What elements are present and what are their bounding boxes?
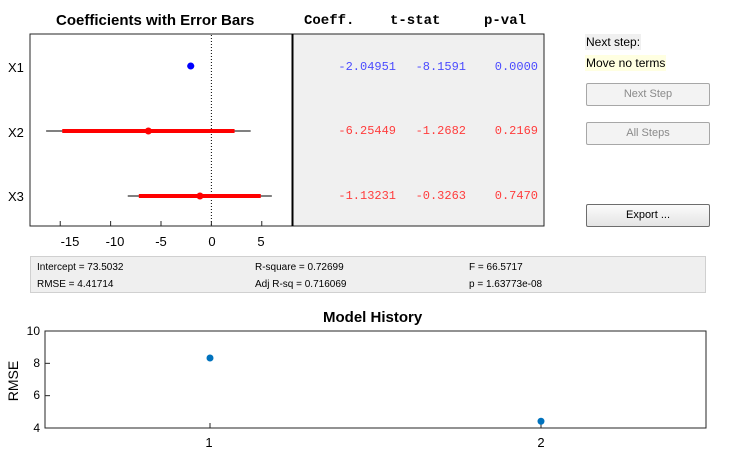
coef-chart <box>29 33 545 227</box>
history-ytick-label: 8 <box>33 356 40 370</box>
history-plot-area <box>44 330 707 429</box>
history-ytick-label: 10 <box>26 324 40 338</box>
rmse-stat: RMSE = 4.41714 <box>37 279 114 290</box>
header-tstat: t-stat <box>390 13 441 29</box>
pval-cell-x1: 0.0000 <box>494 60 538 74</box>
history-point <box>537 417 545 425</box>
tstat-cell-x3: -0.3263 <box>415 189 466 203</box>
p-stat: p = 1.63773e-08 <box>469 279 543 290</box>
coef-table-area <box>292 33 545 227</box>
xtick-label: 0 <box>208 234 216 249</box>
history-ylabel: RMSE <box>5 360 22 402</box>
next-step-label: Next step: <box>585 34 642 50</box>
history-xtick-label: 2 <box>537 435 545 450</box>
rsquare-stat: R-square = 0.72699 <box>255 262 344 273</box>
all-steps-button[interactable]: All Steps <box>586 122 710 145</box>
row-label-x1: X1 <box>8 60 24 75</box>
coef-point-x3 <box>196 192 204 200</box>
history-chart-title: Model History <box>323 309 423 326</box>
adj-rsq-stat: Adj R-sq = 0.716069 <box>255 279 347 290</box>
tstat-cell-x2: -1.2682 <box>415 124 466 138</box>
coef-point-x1 <box>187 62 195 70</box>
history-ytick-label: 6 <box>33 388 40 402</box>
tstat-cell-x1: -8.1591 <box>415 60 466 74</box>
xtick-label: -5 <box>155 234 167 249</box>
next-step-value: Move no terms <box>585 55 667 71</box>
header-coeff: Coeff. <box>304 13 355 29</box>
coeff-cell-x1: -2.04951 <box>338 60 396 74</box>
xtick-label: -10 <box>105 234 125 249</box>
f-stat: F = 66.5717 <box>469 262 523 273</box>
history-chart <box>44 330 707 429</box>
coeff-cell-x3: -1.13231 <box>338 189 396 203</box>
xtick-label: -15 <box>60 234 80 249</box>
row-label-x2: X2 <box>8 125 24 140</box>
intercept-stat: Intercept = 73.5032 <box>37 262 124 273</box>
stats-panel: Intercept = 73.5032 RMSE = 4.41714 R-squ… <box>30 256 706 293</box>
history-ytick-label: 4 <box>33 421 40 435</box>
coef-point-x2 <box>144 127 152 135</box>
history-point <box>206 354 214 362</box>
pval-cell-x3: 0.7470 <box>494 189 538 203</box>
header-pval: p-val <box>484 13 527 29</box>
row-label-x3: X3 <box>8 189 24 204</box>
next-step-button[interactable]: Next Step <box>586 83 710 106</box>
coeff-cell-x2: -6.25449 <box>338 124 396 138</box>
coef-chart-title: Coefficients with Error Bars <box>56 12 255 29</box>
xtick-label: 5 <box>257 234 265 249</box>
history-xtick-label: 1 <box>205 435 213 450</box>
export-button[interactable]: Export ... <box>586 204 710 227</box>
pval-cell-x2: 0.2169 <box>494 124 538 138</box>
